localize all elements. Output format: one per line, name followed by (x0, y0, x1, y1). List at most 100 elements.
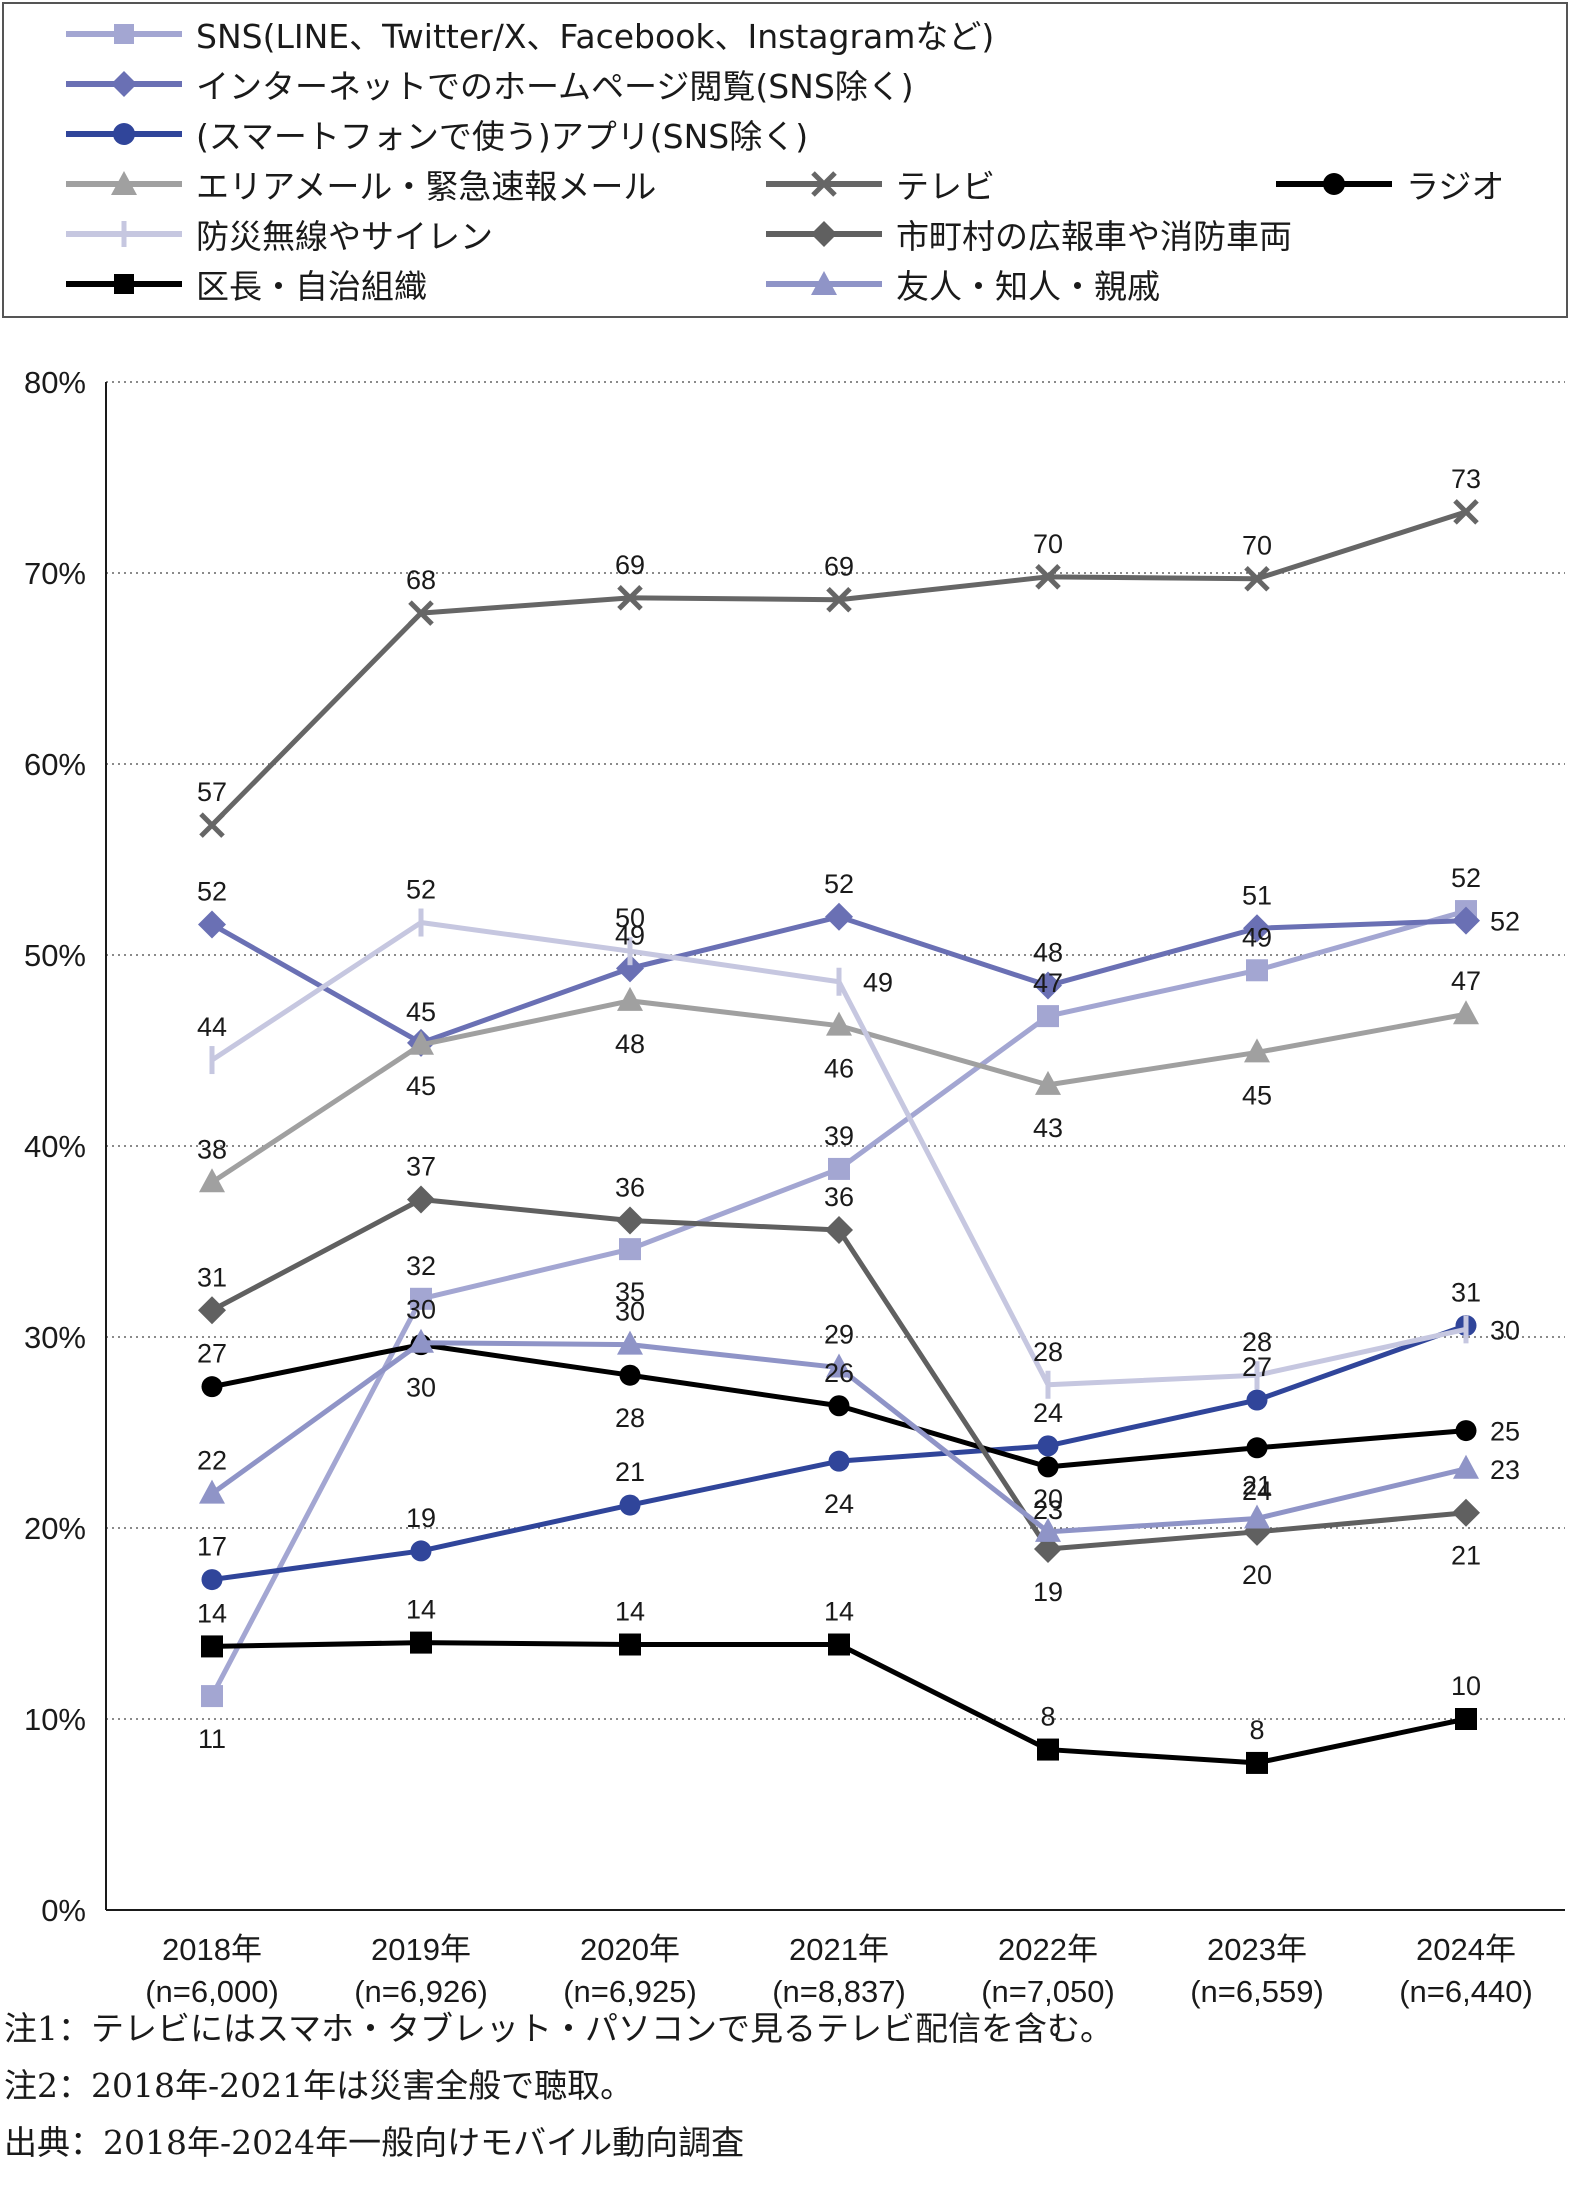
y-tick-label: 0% (41, 1893, 86, 1928)
legend-item-tv: テレビ (764, 162, 995, 206)
point-marker (199, 812, 225, 838)
series-3 (199, 986, 1479, 1193)
data-label: 23 (1490, 1455, 1520, 1485)
point-marker (201, 1635, 223, 1658)
point-marker (1243, 914, 1271, 943)
data-labels: 1132353947495252454952485152171921242427… (197, 464, 1520, 1754)
point-marker (616, 1206, 644, 1235)
point-marker (199, 1479, 225, 1504)
data-label: 52 (197, 876, 227, 906)
point-marker (619, 1494, 641, 1516)
legend-item-siren: 防災無線やサイレン (64, 212, 493, 256)
data-label: 48 (615, 1029, 645, 1059)
series-6 (209, 908, 1469, 1399)
data-label: 14 (197, 1598, 227, 1628)
data-label: 38 (197, 1134, 227, 1164)
point-marker (828, 1395, 850, 1417)
point-marker (1453, 499, 1479, 525)
x-tick-label: 2018年 (162, 1932, 262, 1967)
y-tick-label: 80% (24, 365, 86, 400)
data-label: 21 (1242, 1470, 1272, 1500)
legend-item-pr-vehicle: 市町村の広報車や消防車両 (764, 212, 1292, 256)
data-label: 51 (1242, 880, 1272, 910)
data-label: 69 (824, 552, 854, 582)
data-label: 8 (1249, 1715, 1264, 1745)
data-label: 28 (1033, 1337, 1063, 1367)
note-2: 注2：2018年-2021年は災害全般で聴取。 (4, 2066, 634, 2105)
legend-item-homepage: インターネットでのホームページ閲覧(SNS除く) (64, 62, 914, 106)
data-label: 11 (198, 1724, 226, 1754)
data-label: 52 (1490, 907, 1520, 937)
data-label: 30 (615, 1297, 645, 1327)
x-tick-sublabel: (n=6,925) (563, 1974, 697, 2009)
point-marker (201, 1569, 223, 1591)
data-label: 23 (1033, 1495, 1063, 1525)
data-label: 27 (197, 1339, 227, 1369)
data-label: 19 (1033, 1577, 1063, 1607)
data-label: 30 (406, 1295, 436, 1325)
data-label: 10 (1451, 1671, 1481, 1701)
point-marker (828, 1450, 850, 1472)
legend-item-district-chief: 区長・自治組織 (64, 262, 427, 306)
data-label: 69 (615, 550, 645, 580)
data-label: 19 (406, 1503, 436, 1533)
legend-label: エリアメール・緊急速報メール (196, 167, 657, 206)
point-marker (407, 1185, 435, 1214)
point-marker (828, 1633, 850, 1656)
point-marker (1037, 1005, 1059, 1028)
data-label: 22 (197, 1446, 227, 1476)
point-marker (1455, 1420, 1477, 1442)
legend-label: 区長・自治組織 (196, 267, 427, 306)
data-label: 44 (197, 1012, 227, 1042)
data-label: 36 (615, 1172, 645, 1202)
legend-marker-sns (66, 24, 182, 44)
point-marker (1034, 971, 1062, 1000)
data-label: 20 (1242, 1560, 1272, 1590)
point-marker (1244, 1504, 1270, 1529)
note-1: 注1：テレビにはスマホ・タブレット・パソコンで見るテレビ配信を含む。 (4, 2009, 1114, 2048)
x-tick-sublabel: (n=7,050) (981, 1974, 1115, 2009)
x-tick-sublabel: (n=6,440) (1399, 1974, 1533, 2009)
point-marker (1034, 1535, 1062, 1564)
x-tick-label: 2023年 (1207, 1932, 1307, 1967)
legend-label: ラジオ (1406, 167, 1505, 206)
data-label: 30 (1490, 1315, 1520, 1345)
point-marker (617, 1330, 643, 1355)
data-label: 52 (824, 869, 854, 899)
point-marker (1246, 1437, 1268, 1459)
data-label: 50 (615, 903, 645, 933)
data-label: 31 (1451, 1278, 1481, 1308)
series-4 (199, 499, 1479, 838)
x-tick-label: 2019年 (371, 1932, 471, 1967)
point-marker (1453, 1000, 1479, 1025)
y-tick-label: 20% (24, 1511, 86, 1546)
data-label: 45 (1242, 1080, 1272, 1110)
y-tick-label: 50% (24, 938, 86, 973)
point-marker (1035, 1517, 1061, 1542)
series-8 (201, 1631, 1477, 1774)
point-marker (616, 954, 644, 983)
point-marker (1037, 1435, 1059, 1457)
data-label: 31 (197, 1262, 227, 1292)
legend-item-app: (スマートフォンで使う)アプリ(SNS除く) (64, 112, 808, 156)
y-tick-label: 40% (24, 1129, 86, 1164)
point-marker (1453, 1454, 1479, 1479)
data-label: 28 (1242, 1327, 1272, 1357)
point-marker (1035, 1070, 1061, 1095)
x-tick-sublabel: (n=8,837) (772, 1974, 906, 2009)
legend-item-area-mail: エリアメール・緊急速報メール (64, 162, 656, 206)
legend-label: 市町村の広報車や消防車両 (896, 217, 1292, 256)
legend-label: テレビ (896, 167, 995, 206)
axes: 0% 10% 20% 30% 40% 50% 60% 70% 80% 2018年 (n=6,000)… (24, 365, 1565, 2009)
data-label: 35 (615, 1277, 645, 1307)
data-label: 30 (406, 1373, 436, 1403)
y-tick-label: 70% (24, 556, 86, 591)
point-marker (199, 1168, 225, 1193)
series-group (198, 499, 1480, 1774)
series-9 (199, 1328, 1479, 1542)
data-label: 24 (1242, 1476, 1272, 1506)
data-label: 73 (1451, 464, 1481, 494)
point-marker (1452, 906, 1480, 935)
legend-marker-tv (766, 171, 882, 197)
y-tick-label: 10% (24, 1702, 86, 1737)
